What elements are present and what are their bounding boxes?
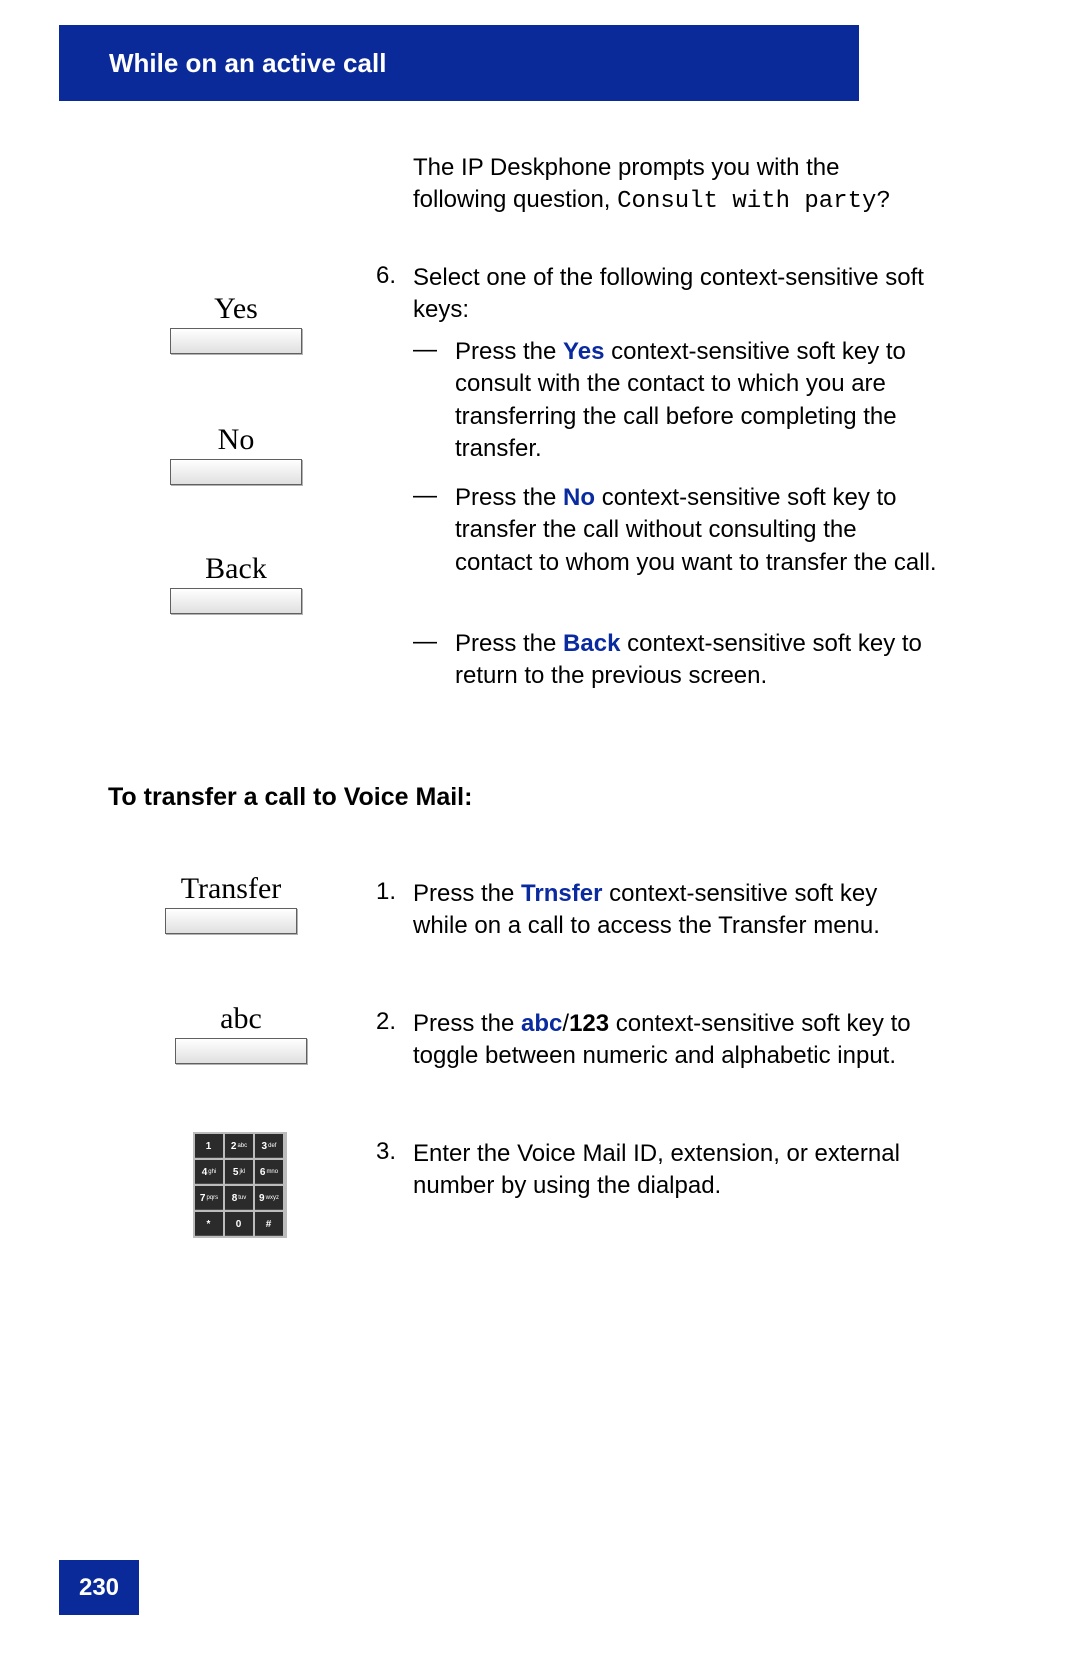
- dash-icon: —: [413, 628, 437, 656]
- dialpad-key-1[interactable]: 1: [195, 1134, 223, 1158]
- vm3-number: 3.: [376, 1138, 396, 1166]
- softkey-no: No: [170, 423, 302, 485]
- no-pre: Press the: [455, 484, 563, 511]
- vm2-pre: Press the: [413, 1010, 521, 1037]
- dialpad-icon: 1 2abc 3def 4ghi 5jkl 6mno 7pqrs 8tuv 9w…: [193, 1132, 287, 1238]
- dialpad-key-4[interactable]: 4ghi: [195, 1160, 223, 1184]
- header-title: While on an active call: [109, 48, 386, 79]
- dash-icon: —: [413, 482, 437, 510]
- vm2-123: 123: [569, 1010, 609, 1037]
- vm2-number: 2.: [376, 1008, 396, 1036]
- step6-text: Select one of the following context-sens…: [413, 262, 933, 327]
- vm2-text: Press the abc/123 context-sensitive soft…: [413, 1008, 933, 1073]
- dialpad-key-7[interactable]: 7pqrs: [195, 1186, 223, 1210]
- header-bar: While on an active call: [59, 25, 859, 101]
- back-pre: Press the: [455, 630, 563, 657]
- softkey-abc-button[interactable]: [175, 1038, 307, 1064]
- back-keyword: Back: [563, 630, 620, 657]
- dialpad-key-hash[interactable]: #: [255, 1212, 283, 1236]
- dialpad-key-9[interactable]: 9wxyz: [255, 1186, 283, 1210]
- dialpad-key-5[interactable]: 5jkl: [225, 1160, 253, 1184]
- vm1-pre: Press the: [413, 880, 521, 907]
- footer-page-number: 230: [59, 1560, 139, 1615]
- softkey-back: Back: [170, 552, 302, 614]
- softkey-no-button[interactable]: [170, 459, 302, 485]
- intro-text: The IP Deskphone prompts you with the fo…: [413, 152, 933, 219]
- step6-yes: Press the Yes context-sensitive soft key…: [455, 336, 940, 466]
- dialpad-key-6[interactable]: 6mno: [255, 1160, 283, 1184]
- softkey-back-label: Back: [170, 552, 302, 586]
- softkey-transfer-label: Transfer: [165, 872, 297, 906]
- vm1-keyword: Trnsfer: [521, 880, 602, 907]
- no-keyword: No: [563, 484, 595, 511]
- softkey-transfer: Transfer: [165, 872, 297, 934]
- step6-number: 6.: [376, 262, 396, 290]
- softkey-yes-button[interactable]: [170, 328, 302, 354]
- dialpad-key-0[interactable]: 0: [225, 1212, 253, 1236]
- step6-no: Press the No context-sensitive soft key …: [455, 482, 940, 579]
- softkey-yes-label: Yes: [170, 292, 302, 326]
- vm1-number: 1.: [376, 878, 396, 906]
- dash-icon: —: [413, 336, 437, 364]
- dialpad-key-star[interactable]: *: [195, 1212, 223, 1236]
- yes-pre: Press the: [455, 338, 563, 365]
- dialpad-key-2[interactable]: 2abc: [225, 1134, 253, 1158]
- yes-keyword: Yes: [563, 338, 604, 365]
- dialpad-key-3[interactable]: 3def: [255, 1134, 283, 1158]
- softkey-transfer-button[interactable]: [165, 908, 297, 934]
- softkey-yes: Yes: [170, 292, 302, 354]
- vm1-text: Press the Trnsfer context-sensitive soft…: [413, 878, 933, 943]
- step6-back: Press the Back context-sensitive soft ke…: [455, 628, 940, 693]
- vm2-keyword: abc: [521, 1010, 562, 1037]
- section-heading: To transfer a call to Voice Mail:: [108, 783, 472, 812]
- page: While on an active call The IP Deskphone…: [0, 0, 1080, 1669]
- softkey-back-button[interactable]: [170, 588, 302, 614]
- softkey-no-label: No: [170, 423, 302, 457]
- softkey-abc: abc: [175, 1002, 307, 1064]
- softkey-abc-label: abc: [175, 1002, 307, 1036]
- intro-mono: Consult with party?: [617, 188, 891, 215]
- vm3-text: Enter the Voice Mail ID, extension, or e…: [413, 1138, 933, 1203]
- dialpad-key-8[interactable]: 8tuv: [225, 1186, 253, 1210]
